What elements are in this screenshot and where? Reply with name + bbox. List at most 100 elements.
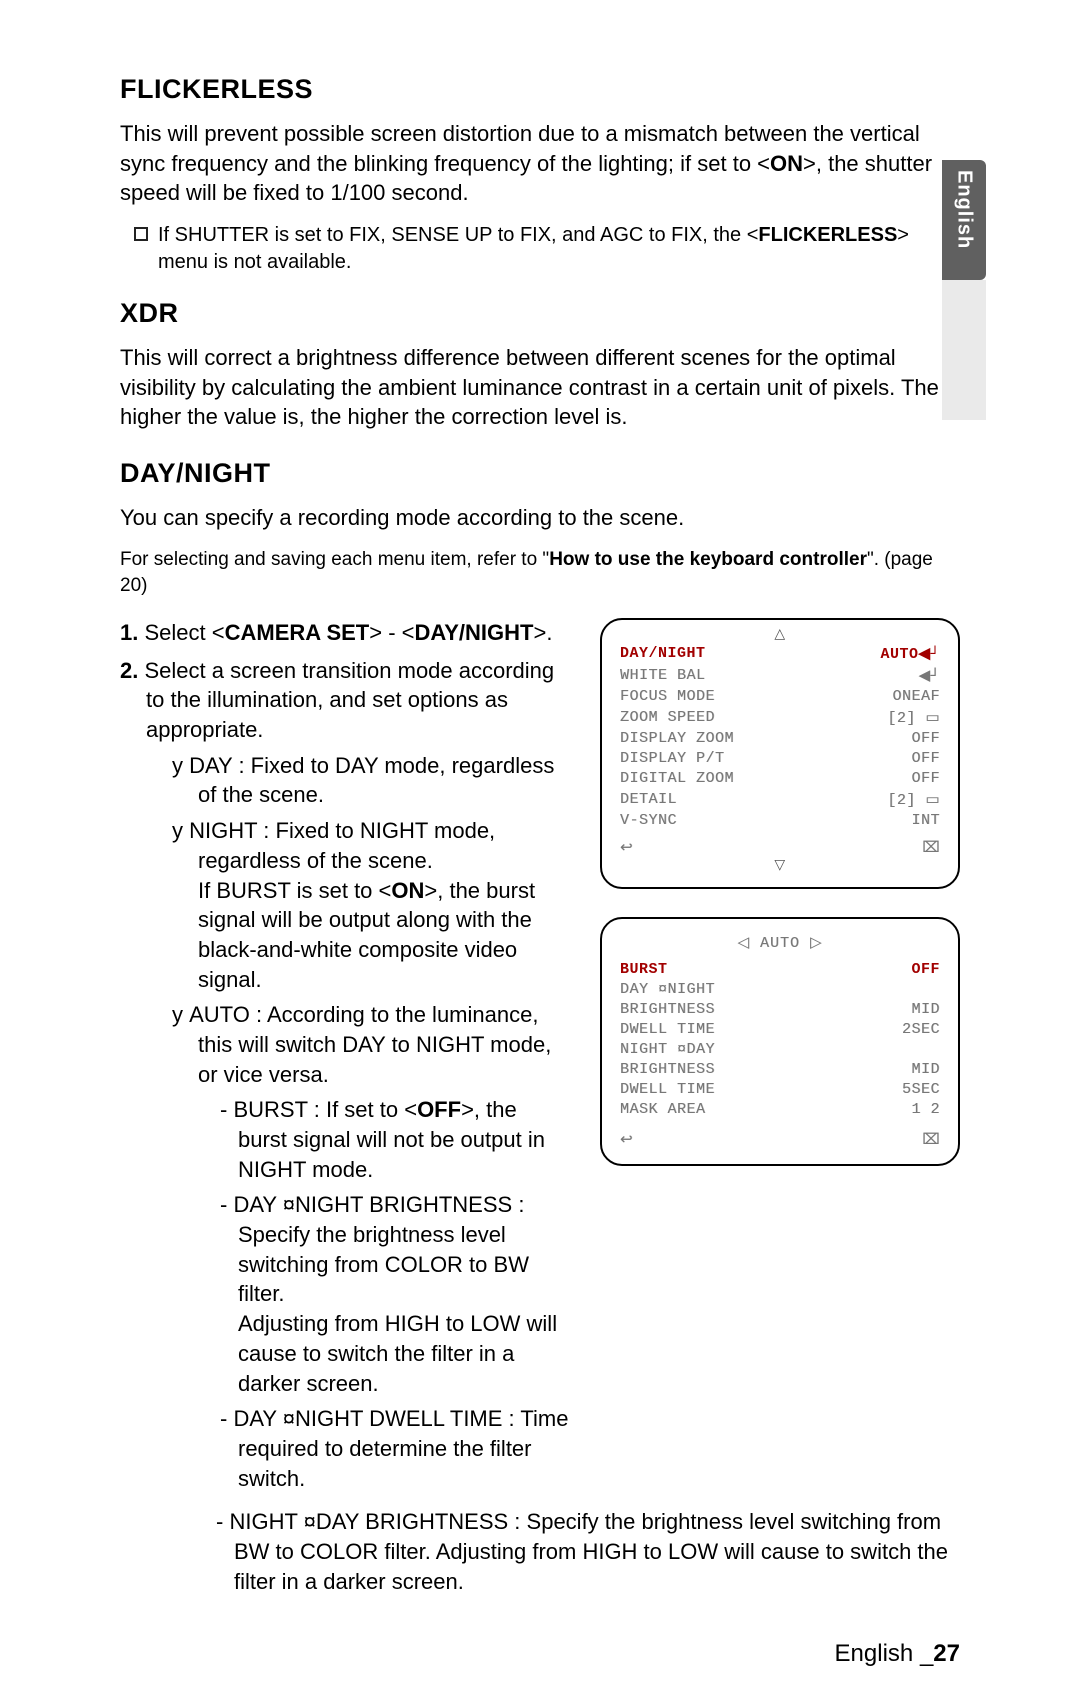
text-bold: FLICKERLESS bbox=[758, 224, 897, 246]
text-bold: ON bbox=[770, 151, 803, 176]
osd-label: DISPLAY ZOOM bbox=[620, 728, 830, 748]
osd-panel-camera-set: △ DAY/NIGHTAUTO◀┘WHITE BAL◀┘FOCUS MODEON… bbox=[600, 618, 960, 889]
step-num: 1. bbox=[120, 620, 138, 645]
osd-label: MASK AREA bbox=[620, 1100, 849, 1120]
osd-value: ONEAF bbox=[830, 686, 940, 706]
osd-label: V-SYNC bbox=[620, 810, 830, 830]
nav-down-icon: ▽ bbox=[620, 859, 940, 873]
osd-value: OFF bbox=[849, 960, 940, 980]
section-heading-xdr: XDR bbox=[120, 298, 960, 329]
note-text: If SHUTTER is set to FIX, SENSE UP to FI… bbox=[158, 222, 960, 276]
osd-value: MID bbox=[849, 1060, 940, 1080]
osd-title: ◁ AUTO ▷ bbox=[620, 933, 940, 952]
language-tab: English bbox=[942, 160, 986, 280]
osd-value: ◀┘ bbox=[830, 664, 940, 686]
footer-page: 27 bbox=[933, 1640, 960, 1667]
text: >. bbox=[533, 620, 552, 645]
opt-burst: - BURST : If set to <OFF>, the burst sig… bbox=[220, 1095, 570, 1184]
osd-value: AUTO◀┘ bbox=[830, 642, 940, 664]
back-icon: ↩ bbox=[620, 1124, 756, 1151]
step-2: 2. Select a screen transition mode accor… bbox=[120, 656, 570, 1494]
flickerless-body: This will prevent possible screen distor… bbox=[120, 119, 960, 208]
text: NIGHT : Fixed to NIGHT mode, regardless … bbox=[189, 818, 495, 873]
osd-label: DWELL TIME bbox=[620, 1020, 849, 1040]
text-bold: ON bbox=[391, 878, 424, 903]
text-bold: How to use the keyboard controller bbox=[549, 549, 867, 570]
osd-label: NIGHT ¤DAY bbox=[620, 1040, 849, 1060]
osd-label: FOCUS MODE bbox=[620, 686, 830, 706]
language-tab-label: English bbox=[953, 160, 976, 249]
daynight-body: You can specify a recording mode accordi… bbox=[120, 503, 960, 533]
osd-value: 5SEC bbox=[849, 1080, 940, 1100]
text: For selecting and saving each menu item,… bbox=[120, 549, 549, 570]
osd-value: OFF bbox=[830, 768, 940, 788]
osd-label: DETAIL bbox=[620, 788, 830, 810]
osd-table: BURSTOFFDAY ¤NIGHT BRIGHTNESSMID DWELL T… bbox=[620, 960, 940, 1120]
page-footer: English _27 bbox=[120, 1640, 960, 1668]
nav-up-icon: △ bbox=[620, 628, 940, 642]
bullet-icon bbox=[134, 227, 148, 241]
text-bold: DAY/NIGHT bbox=[414, 620, 533, 645]
osd-value: MID bbox=[849, 1000, 940, 1020]
osd-label: DIGITAL ZOOM bbox=[620, 768, 830, 788]
arrow-icon: ¤ bbox=[304, 1509, 316, 1534]
option-day: y DAY : Fixed to DAY mode, regardless of… bbox=[172, 751, 570, 810]
tab-strip-bg bbox=[942, 280, 986, 420]
xdr-body: This will correct a brightness differenc… bbox=[120, 343, 960, 432]
osd-label: DISPLAY P/T bbox=[620, 748, 830, 768]
osd-value bbox=[849, 1040, 940, 1060]
text: DAY bbox=[233, 1406, 282, 1431]
osd-value: 2SEC bbox=[849, 1020, 940, 1040]
option-night: y NIGHT : Fixed to NIGHT mode, regardles… bbox=[172, 816, 570, 994]
osd-value: 1 2 bbox=[849, 1100, 940, 1120]
text: If SHUTTER is set to FIX, SENSE UP to FI… bbox=[158, 224, 758, 246]
exit-icon: ⌧ bbox=[756, 1124, 940, 1151]
footer-sep: _ bbox=[920, 1640, 933, 1667]
section-heading-daynight: DAY/NIGHT bbox=[120, 458, 960, 489]
text: NIGHT bbox=[229, 1509, 303, 1534]
osd-table: DAY/NIGHTAUTO◀┘WHITE BAL◀┘FOCUS MODEONEA… bbox=[620, 642, 940, 830]
text: AUTO : According to the luminance, this … bbox=[189, 1002, 551, 1086]
text: DAY bbox=[233, 1192, 282, 1217]
osd-label: WHITE BAL bbox=[620, 664, 830, 686]
back-icon: ↩ bbox=[620, 832, 756, 859]
text: If BURST is set to <ON>, the burst signa… bbox=[198, 878, 535, 992]
footer-lang: English bbox=[835, 1640, 920, 1667]
osd-value: [2] ▭ bbox=[830, 788, 940, 810]
text: Select a screen transition mode accordin… bbox=[144, 658, 554, 742]
text: Adjusting from HIGH to LOW will cause to… bbox=[238, 1311, 557, 1395]
osd-label: DWELL TIME bbox=[620, 1080, 849, 1100]
osd-value bbox=[849, 980, 940, 1000]
opt-dn-brightness: - DAY ¤NIGHT BRIGHTNESS : Specify the br… bbox=[220, 1190, 570, 1398]
text-bold: CAMERA SET bbox=[225, 620, 370, 645]
option-auto: y AUTO : According to the luminance, thi… bbox=[172, 1000, 570, 1493]
text: If BURST is set to < bbox=[198, 878, 391, 903]
exit-icon: ⌧ bbox=[756, 832, 940, 859]
step-1: 1. Select <CAMERA SET> - <DAY/NIGHT>. bbox=[120, 618, 570, 648]
text-bold: OFF bbox=[417, 1097, 461, 1122]
osd-value: OFF bbox=[830, 728, 940, 748]
text: Select < bbox=[144, 620, 224, 645]
osd-label: BRIGHTNESS bbox=[620, 1000, 849, 1020]
step-num: 2. bbox=[120, 658, 138, 683]
section-heading-flickerless: FLICKERLESS bbox=[120, 74, 960, 105]
osd-value: INT bbox=[830, 810, 940, 830]
osd-label: BURST bbox=[620, 960, 849, 980]
osd-label: DAY ¤NIGHT bbox=[620, 980, 849, 1000]
daynight-fine: For selecting and saving each menu item,… bbox=[120, 547, 960, 600]
steps-list: 1. Select <CAMERA SET> - <DAY/NIGHT>. 2.… bbox=[120, 618, 570, 1493]
osd-panel-auto: ◁ AUTO ▷ BURSTOFFDAY ¤NIGHT BRIGHTNESSMI… bbox=[600, 917, 960, 1167]
text: DAY : Fixed to DAY mode, regardless of t… bbox=[189, 753, 554, 808]
text: DAY BRIGHTNESS : Specify the brightness … bbox=[234, 1509, 948, 1593]
flickerless-note: If SHUTTER is set to FIX, SENSE UP to FI… bbox=[134, 222, 960, 276]
osd-label: BRIGHTNESS bbox=[620, 1060, 849, 1080]
opt-dn-dwell: - DAY ¤NIGHT DWELL TIME : Time required … bbox=[220, 1404, 570, 1493]
osd-value: OFF bbox=[830, 748, 940, 768]
osd-value: [2] ▭ bbox=[830, 706, 940, 728]
arrow-icon: ¤ bbox=[283, 1192, 295, 1217]
text: > - < bbox=[369, 620, 414, 645]
opt-nd-brightness: - NIGHT ¤DAY BRIGHTNESS : Specify the br… bbox=[216, 1507, 960, 1596]
arrow-icon: ¤ bbox=[283, 1406, 295, 1431]
text: BURST : If set to < bbox=[233, 1097, 417, 1122]
osd-label: ZOOM SPEED bbox=[620, 706, 830, 728]
